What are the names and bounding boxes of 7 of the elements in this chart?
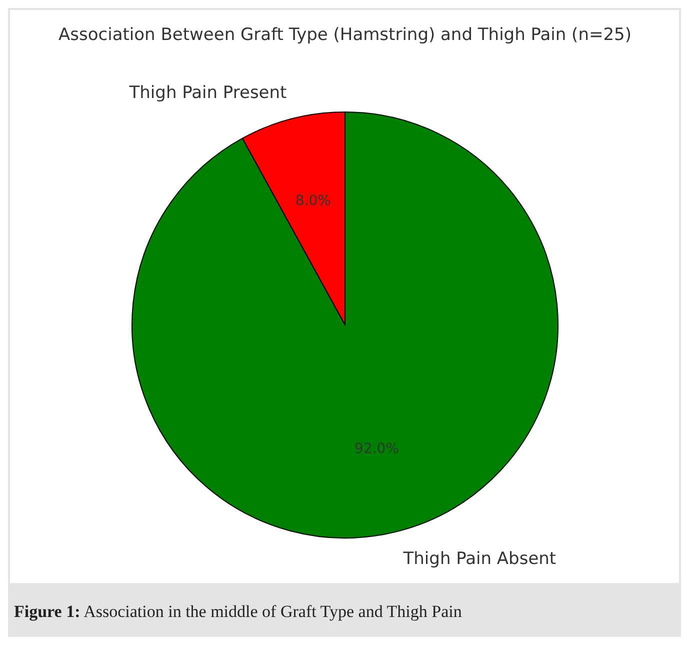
chart-title: Association Between Graft Type (Hamstring) and Thigh Pain (n=25) [58, 25, 632, 45]
data-label: 8.0% [295, 193, 332, 210]
caption: Figure 1: Association in the middle of Graft Type and Thigh Pain [14, 602, 462, 621]
pie-slice [132, 112, 558, 538]
slice-label: Thigh Pain Present [128, 83, 288, 104]
data-label: 92.0% [354, 440, 400, 457]
slice-label: Thigh Pain Absent [402, 548, 556, 569]
